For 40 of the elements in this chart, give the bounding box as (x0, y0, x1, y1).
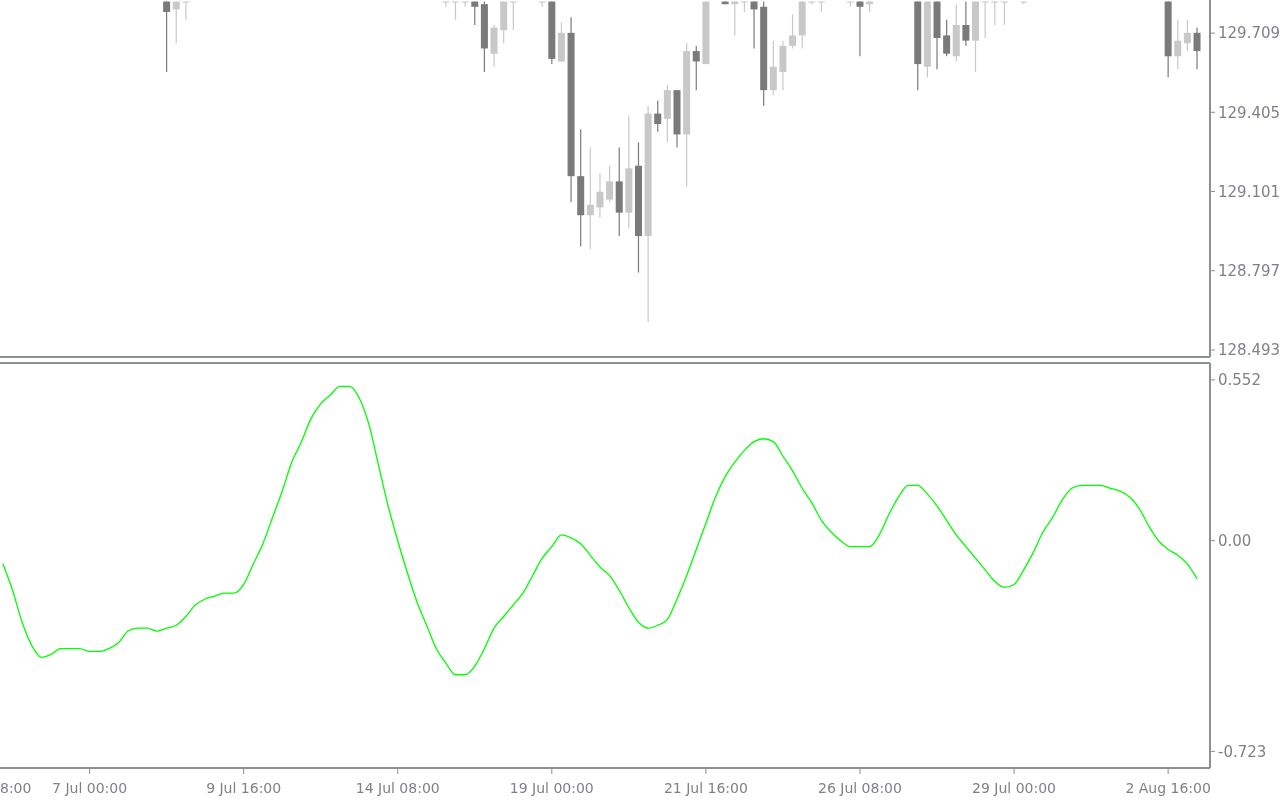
text: 8:00 (0, 780, 32, 796)
candlestick (163, 0, 171, 73)
candlestick (962, 0, 970, 47)
x-tick-label: 29 Jul 00:00 (972, 780, 1057, 796)
x-tick-label: 7 Jul 00:00 (52, 780, 128, 796)
candlestick (509, 0, 517, 31)
candlestick (606, 165, 614, 203)
x-tick-label: 9 Jul 16:00 (206, 780, 282, 796)
candlestick (789, 13, 797, 50)
candlestick (1174, 19, 1182, 70)
candlestick (182, 0, 190, 21)
x-tick-label: 19 Jul 00:00 (509, 780, 594, 796)
candlestick (596, 172, 604, 219)
y-tick-label: 128.493 (1218, 341, 1280, 360)
x-tick-label: 21 Jul 16:00 (663, 780, 748, 796)
y-tick-label: 129.101 (1218, 182, 1280, 201)
y-tick-label: 0.00 (1218, 531, 1252, 550)
candlestick (981, 0, 989, 39)
x-tick-label: 14 Jul 08:00 (355, 780, 440, 796)
line-series (2, 385, 1198, 676)
candlestick (461, 0, 469, 8)
candlestick (442, 0, 450, 8)
candlestick (1183, 19, 1191, 52)
candlestick (452, 0, 460, 21)
candlestick (1000, 0, 1008, 26)
x-tick-label: 2 Aug 16:00 (1125, 780, 1211, 796)
y-tick-label: 0.552 (1218, 371, 1261, 390)
candlestick (943, 19, 951, 57)
candlestick (769, 40, 777, 96)
y-tick-label: 128.797 (1218, 262, 1280, 280)
candlestick (856, 0, 864, 57)
candlestick (692, 45, 700, 91)
y-tick-label: 129.405 (1218, 103, 1280, 122)
candlestick (991, 0, 999, 26)
candlestick (586, 146, 594, 250)
candlestick (1193, 27, 1201, 70)
y-tick-label: -0.723 (1218, 742, 1267, 761)
candlestick (654, 99, 662, 133)
y-tick-label: 129.709 (1218, 24, 1280, 43)
x-tick-label: 26 Jul 08:00 (817, 780, 902, 796)
